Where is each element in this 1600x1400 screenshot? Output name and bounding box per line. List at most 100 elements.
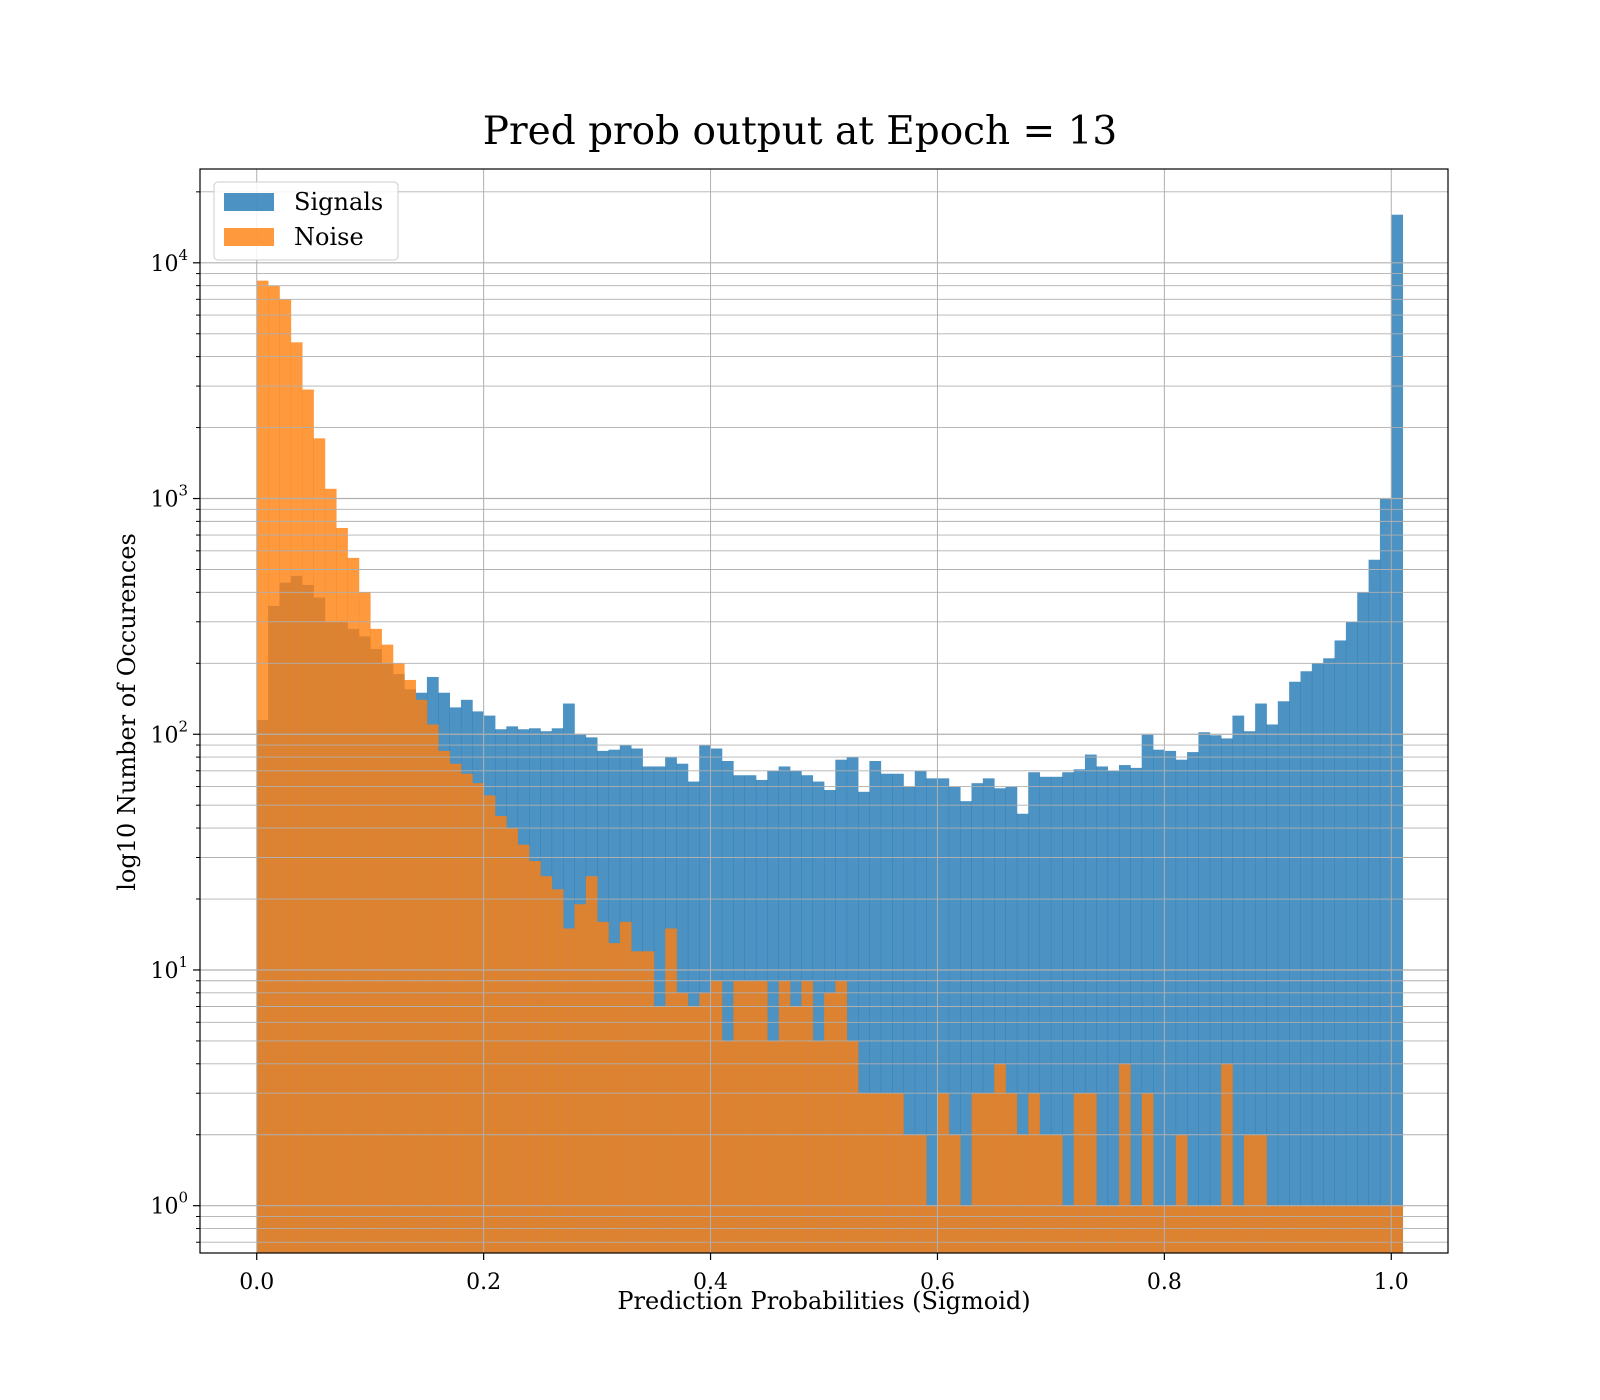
bar-noise [347,557,360,1253]
bar-noise [551,889,564,1253]
bar-noise [358,592,371,1253]
x-axis-label: Prediction Probabilities (Sigmoid) [617,1287,1030,1315]
bar-signals [812,781,825,1253]
bar-signals [1357,592,1369,1253]
bar-signals [1118,765,1131,1253]
bar-noise [415,699,428,1253]
bar-noise [1175,1134,1188,1253]
bar-signals [982,778,995,1253]
bar-noise [290,342,303,1253]
bar-noise [460,773,473,1253]
bar-signals [1028,772,1040,1253]
bar-noise [1221,1063,1233,1253]
bar-signals [892,773,904,1253]
bar-signals [846,757,859,1253]
bar-signals [1323,658,1335,1253]
bar-signals [1334,640,1347,1253]
bar-noise [1345,1205,1358,1253]
bar-signals [948,786,961,1253]
bar-signals [1164,750,1177,1253]
bar-signals [1368,559,1381,1253]
bar-noise [733,980,745,1253]
bar-noise [1311,1205,1324,1253]
bar-noise [404,679,416,1253]
bar-noise [494,816,507,1253]
bar-noise [449,763,462,1253]
bar-signals [994,788,1006,1253]
bar-signals [1232,715,1245,1253]
legend-label-signals: Signals [294,188,383,216]
bar-signals [1062,772,1074,1253]
bar-noise [472,783,485,1253]
bar-noise [948,1134,961,1253]
x-tick-label: 0.4 [693,1270,728,1295]
bar-noise [869,1093,882,1253]
bar-noise [767,1040,780,1253]
bar-noise [529,860,541,1253]
bar-noise [1084,1093,1097,1253]
bar-signals [1255,703,1267,1253]
bar-signals [1005,786,1018,1253]
x-tick-label: 0.6 [920,1270,955,1295]
bar-noise [1187,1205,1199,1253]
bar-noise [392,663,405,1253]
bar-signals [926,778,938,1253]
bar-noise [1368,1205,1381,1253]
bar-noise [892,1093,904,1253]
bar-noise [256,280,269,1253]
bar-noise [824,992,836,1253]
bar-signals [1221,738,1233,1253]
bar-noise [585,876,598,1253]
bar-noise [687,1006,700,1253]
bar-noise [1028,1093,1040,1253]
bar-noise [665,928,677,1253]
bar-noise [880,1093,893,1253]
bar-noise [279,299,292,1253]
bar-noise [1164,1205,1177,1253]
bar-noise [903,1134,916,1253]
bar-noise [744,980,757,1253]
bar-noise [710,980,723,1253]
bar-noise [653,1006,666,1253]
grid-layer [200,169,1448,1253]
bar-noise [1266,1205,1279,1253]
bar-noise [438,750,450,1253]
bar-noise [540,876,553,1253]
bar-noise [1277,1205,1290,1253]
bar-noise [642,951,655,1253]
bar-noise [914,1134,927,1253]
bar-noise [1153,1205,1165,1253]
bar-noise [1289,1205,1301,1253]
legend: Signals Noise [213,181,399,261]
bar-noise [370,628,382,1253]
bar-noise [619,921,632,1253]
bar-signals [1107,770,1120,1253]
bar-noise [1391,1205,1404,1253]
bar-noise [1300,1205,1313,1253]
series-noise [256,280,1404,1254]
bar-noise [1118,1063,1131,1253]
bar-noise [937,1093,950,1253]
bar-noise [608,943,621,1253]
bar-noise [1130,1205,1143,1253]
bar-signals [721,761,734,1253]
bar-noise [994,1063,1006,1253]
y-tick-label: 103 [150,482,188,513]
bar-noise [699,992,711,1253]
axes-border [199,168,1449,1254]
legend-label-noise: Noise [294,223,364,251]
bar-noise [1016,1134,1029,1253]
bar-signals [1084,754,1097,1253]
bar-noise [926,1205,938,1253]
bar-noise [268,285,280,1253]
bar-noise [574,904,587,1253]
bar-signals [1243,731,1256,1253]
bar-noise [778,980,791,1253]
bar-signals [937,778,950,1253]
y-tick-label: 104 [150,246,188,277]
x-tick-label: 0.8 [1147,1270,1182,1295]
bar-noise [1243,1134,1256,1253]
bar-noise [676,992,689,1253]
